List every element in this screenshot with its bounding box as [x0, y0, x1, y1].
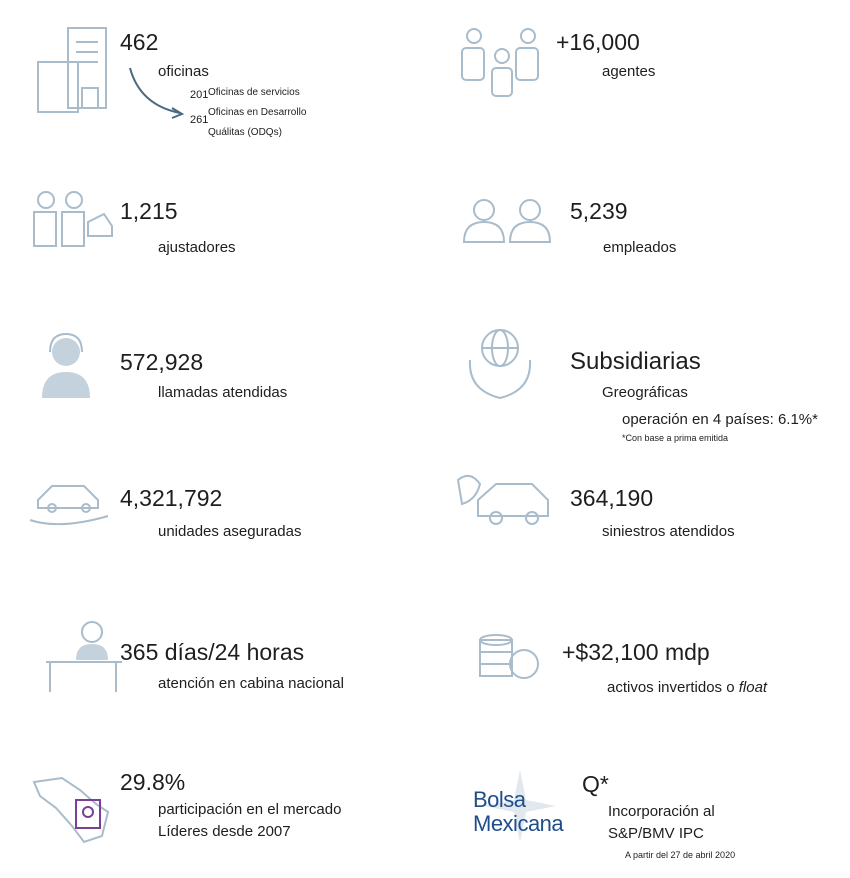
stat-label: Greográficas	[602, 384, 688, 401]
stat-value: Q*	[582, 771, 609, 797]
stat-label: activos invertidos o float	[607, 679, 768, 697]
cabin-icon	[46, 621, 122, 692]
stat-value: 365 días/24 horas	[120, 639, 305, 665]
footnote: A partir del 27 de abril 2020	[625, 850, 736, 860]
detail-count: 201	[190, 89, 209, 101]
detail-count: 261	[190, 114, 209, 126]
stat-label: participación en el mercado	[158, 801, 342, 818]
stat-value: 572,928	[120, 349, 204, 375]
stat-label: oficinas	[158, 63, 209, 80]
logo-text: Mexicana	[473, 811, 564, 836]
stat-label: atención en cabina nacional	[158, 675, 344, 692]
stat-value: 1,215	[120, 198, 178, 224]
detail-text: Oficinas en Desarrollo	[208, 107, 307, 118]
stat-label: ajustadores	[158, 239, 236, 256]
arrow-head	[171, 107, 185, 119]
crash-icon	[456, 474, 549, 525]
stat-label: S&P/BMV IPC	[608, 825, 704, 842]
agents-icon	[461, 28, 539, 97]
stat-label: empleados	[603, 239, 677, 256]
label-italic: float	[738, 679, 768, 696]
label-text: activos invertidos o	[607, 679, 735, 696]
adjuster-icon	[33, 191, 113, 247]
stat-label: llamadas atendidas	[158, 384, 288, 401]
stat-value: 5,239	[570, 198, 628, 224]
footnote: *Con base a prima emitida	[622, 433, 729, 443]
stat-value: +16,000	[556, 29, 640, 55]
building-icon	[37, 27, 107, 113]
logo-text: Bolsa	[473, 787, 526, 812]
stat-label: unidades aseguradas	[158, 523, 302, 540]
globe-icon	[468, 329, 532, 400]
stat-value: 462	[120, 29, 159, 55]
stat-label: operación en 4 países: 6.1%*	[622, 411, 818, 428]
employees-icon	[462, 199, 552, 243]
stat-value: 29.8%	[120, 769, 186, 795]
arrow	[129, 67, 181, 114]
call-icon	[42, 332, 90, 398]
mexico-icon	[32, 776, 110, 844]
stat-label: Líderes desde 2007	[158, 823, 291, 840]
stat-label: Incorporación al	[608, 803, 715, 820]
stat-value: 364,190	[570, 485, 654, 511]
stat-value: 4,321,792	[120, 485, 223, 511]
stat-value: +$32,100 mdp	[562, 639, 710, 665]
stat-value: Subsidiarias	[570, 348, 701, 375]
coins-icon	[479, 634, 539, 679]
stat-label: agentes	[602, 63, 656, 80]
car-hand-icon	[29, 485, 109, 526]
stat-label: siniestros atendidos	[602, 523, 735, 540]
bmv-star-icon	[484, 770, 556, 842]
detail-text: Oficinas de servicios	[208, 87, 300, 98]
detail-text: Quálitas (ODQs)	[208, 127, 282, 138]
